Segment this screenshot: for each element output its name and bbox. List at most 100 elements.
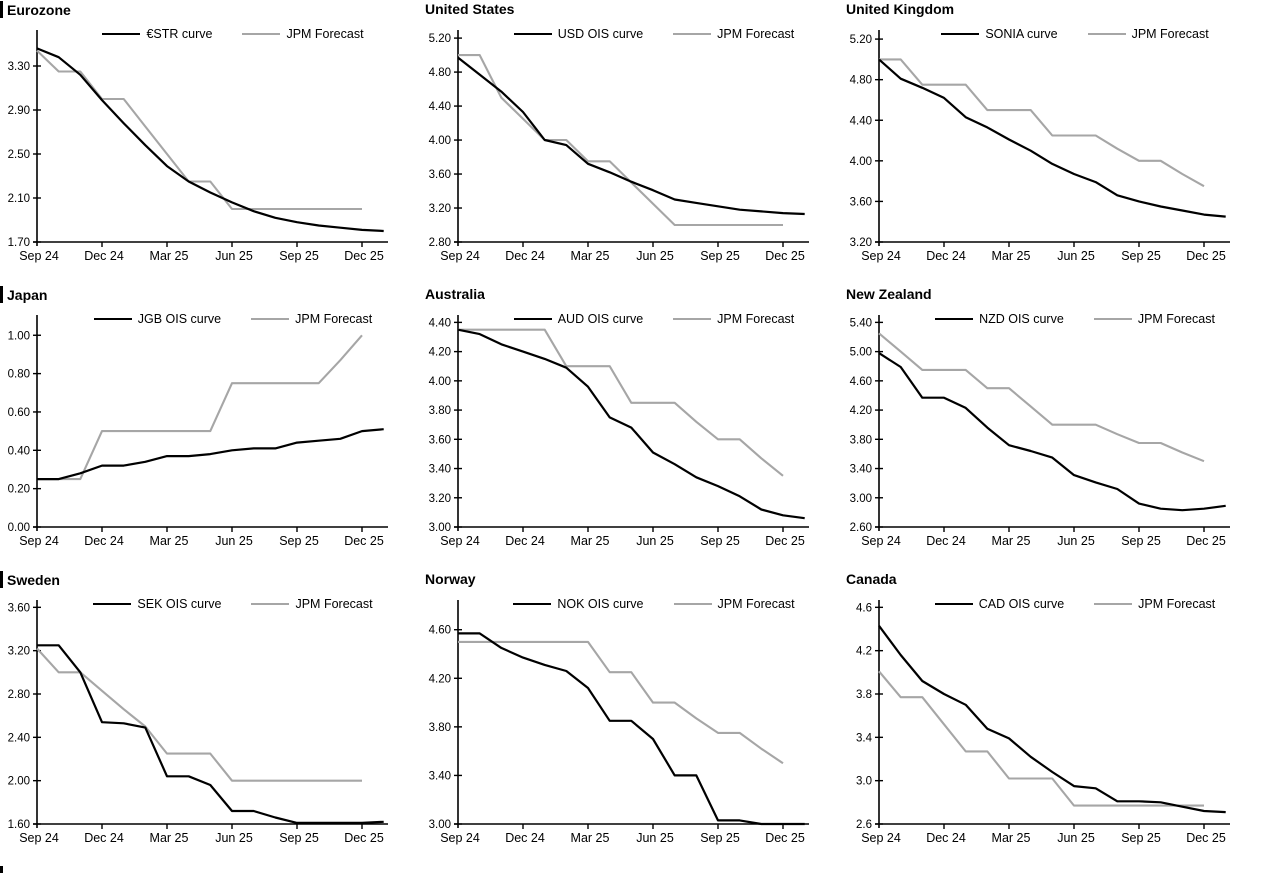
svg-text:3.00: 3.00 [429,819,451,831]
line-plot: 3.00 3.20 3.40 3.60 3.80 4.00 4.20 4.40 Sep 24 De… [429,315,809,548]
legend-label: JPM Forecast [1137,312,1215,326]
legend-united-kingdom: SONIA curve JPM Forecast [897,27,1253,41]
svg-text:Dec 25: Dec 25 [344,534,384,548]
svg-text:Dec 25: Dec 25 [1186,249,1226,263]
chart-title-japan: Japan [0,286,47,303]
svg-text:Jun 25: Jun 25 [1057,831,1095,845]
chart-title-united-kingdom: United Kingdom [846,1,954,17]
svg-text:3.4: 3.4 [856,732,873,744]
svg-text:3.40: 3.40 [429,464,451,476]
svg-text:3.80: 3.80 [429,722,451,734]
legend-label: USD OIS curve [557,27,644,41]
svg-text:2.10: 2.10 [8,193,30,205]
svg-text:0.40: 0.40 [8,445,30,457]
svg-text:Sep 25: Sep 25 [279,534,319,548]
legend-label: SEK OIS curve [137,597,222,611]
svg-text:4.80: 4.80 [850,75,872,87]
chart-title-eurozone: Eurozone [0,1,71,18]
svg-text:Dec 25: Dec 25 [765,534,805,548]
gray-line-swatch-icon [251,603,290,605]
legend-item-curve: NZD OIS curve [935,312,1064,326]
svg-text:1.70: 1.70 [8,237,30,249]
svg-text:4.40: 4.40 [429,317,451,329]
svg-text:3.60: 3.60 [429,169,451,181]
svg-text:Sep 24: Sep 24 [19,831,59,845]
svg-text:Sep 25: Sep 25 [1121,831,1161,845]
svg-text:3.30: 3.30 [8,61,30,73]
line-plot: 3.00 3.40 3.80 4.20 4.60 Sep 24 Dec 24 Mar 25 Ju… [429,600,809,845]
svg-text:Jun 25: Jun 25 [636,249,674,263]
svg-text:3.60: 3.60 [850,196,872,208]
svg-text:3.40: 3.40 [850,464,872,476]
svg-text:Dec 24: Dec 24 [84,831,124,845]
svg-text:3.80: 3.80 [429,405,451,417]
legend-item-forecast: JPM Forecast [673,312,794,326]
svg-text:Sep 25: Sep 25 [279,831,319,845]
gray-line-swatch-icon [673,603,712,605]
svg-text:Sep 24: Sep 24 [19,249,59,263]
svg-text:Dec 25: Dec 25 [765,249,805,263]
legend-label: JPM Forecast [717,312,795,326]
svg-text:2.80: 2.80 [8,689,30,701]
page-edge-mark [0,866,3,873]
gray-line-swatch-icon [1094,603,1133,605]
legend-item-curve: €STR curve [102,27,212,41]
legend-label: CAD OIS curve [978,597,1065,611]
legend-item-forecast: JPM Forecast [673,597,795,611]
chart-title-text: Norway [425,571,476,587]
svg-text:3.8: 3.8 [856,689,872,701]
svg-text:Jun 25: Jun 25 [1057,534,1095,548]
section-bar-icon [0,286,3,303]
svg-text:Sep 24: Sep 24 [861,831,901,845]
chart-eurozone: Eurozone €STR curve JPM Forecast 1.70 2.1… [0,0,421,285]
legend-item-curve: JGB OIS curve [93,312,221,326]
gray-line-swatch-icon [1087,33,1126,35]
svg-text:Sep 24: Sep 24 [861,249,901,263]
svg-text:Mar 25: Mar 25 [150,534,189,548]
legend-item-forecast: JPM Forecast [673,27,794,41]
svg-text:Dec 25: Dec 25 [344,831,384,845]
chart-title-sweden: Sweden [0,571,60,588]
svg-text:Mar 25: Mar 25 [571,534,610,548]
black-line-swatch-icon [93,603,132,605]
svg-text:3.00: 3.00 [429,522,451,534]
svg-text:Mar 25: Mar 25 [992,831,1031,845]
svg-text:Mar 25: Mar 25 [571,249,610,263]
svg-text:Jun 25: Jun 25 [215,249,253,263]
svg-text:Sep 25: Sep 25 [279,249,319,263]
legend-label: JPM Forecast [295,312,373,326]
legend-label: JPM Forecast [286,27,364,41]
svg-text:3.20: 3.20 [8,646,30,658]
black-line-swatch-icon [513,33,552,35]
line-plot: 2.80 3.20 3.60 4.00 4.40 4.80 5.20 Sep 24 Dec 24… [429,30,809,263]
svg-text:Jun 25: Jun 25 [1057,249,1095,263]
svg-text:2.40: 2.40 [8,732,30,744]
legend-label: NZD OIS curve [979,312,1064,326]
chart-title-text: Eurozone [7,1,71,18]
svg-text:Jun 25: Jun 25 [215,831,253,845]
svg-text:0.60: 0.60 [8,407,30,419]
black-line-swatch-icon [513,318,552,320]
svg-text:Sep 24: Sep 24 [440,249,480,263]
svg-text:Dec 24: Dec 24 [926,831,966,845]
chart-title-new-zealand: New Zealand [846,286,932,302]
section-bar-icon [0,571,3,588]
svg-text:Mar 25: Mar 25 [150,249,189,263]
svg-text:Dec 25: Dec 25 [1186,534,1226,548]
svg-text:3.00: 3.00 [850,493,872,505]
black-line-swatch-icon [934,603,973,605]
svg-text:4.60: 4.60 [850,376,872,388]
svg-text:Sep 24: Sep 24 [861,534,901,548]
legend-new-zealand: NZD OIS curve JPM Forecast [897,312,1253,326]
black-line-swatch-icon [93,318,132,320]
chart-sweden: Sweden SEK OIS curve JPM Forecast 1.60 2.… [0,570,421,873]
svg-text:5.20: 5.20 [429,33,451,45]
chart-title-canada: Canada [846,571,897,587]
chart-title-text: Sweden [7,571,60,588]
line-plot: 2.6 3.0 3.4 3.8 4.2 4.6 Sep 24 Dec 24 Mar 25 Jun … [856,600,1230,845]
chart-title-text: Japan [7,286,48,303]
black-line-swatch-icon [935,318,974,320]
legend-label: JPM Forecast [1131,27,1209,41]
svg-text:Sep 25: Sep 25 [700,831,740,845]
svg-text:Dec 24: Dec 24 [505,249,545,263]
